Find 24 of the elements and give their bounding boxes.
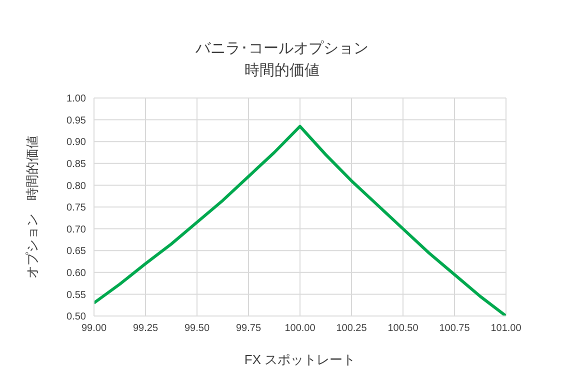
y-tick-label: 0.80	[66, 180, 86, 192]
y-tick-label: 0.75	[66, 202, 86, 214]
x-tick-label: 100.75	[439, 323, 470, 334]
y-tick-label: 0.85	[66, 158, 86, 170]
y-tick-label: 0.95	[66, 115, 86, 126]
x-tick-label: 99.25	[132, 323, 158, 334]
y-tick-label: 0.90	[66, 137, 86, 148]
x-tick-label: 101.00	[490, 323, 522, 334]
y-axis-title: オプション 時間的価値	[24, 136, 40, 278]
y-tick-label: 0.55	[66, 290, 86, 301]
x-tick-label: 100.25	[336, 323, 368, 334]
x-tick-label: 100.00	[284, 323, 316, 334]
x-tick-label: 99.50	[184, 323, 210, 334]
y-tick-label: 1.00	[66, 94, 86, 105]
y-tick-label: 0.60	[66, 268, 86, 279]
chart-subtitle: 時間的価値	[244, 61, 320, 81]
y-tick-label: 0.70	[66, 224, 86, 236]
y-tick-label: 0.65	[66, 246, 86, 258]
x-axis-title: FX スポットレート	[244, 352, 356, 367]
x-tick-label: 99.75	[236, 323, 262, 334]
y-tick-label: 0.50	[66, 312, 86, 323]
x-tick-label: 100.50	[388, 323, 419, 334]
x-tick-label: 99.00	[81, 323, 107, 334]
chart-title: バニラ･コールオプション	[194, 39, 370, 59]
